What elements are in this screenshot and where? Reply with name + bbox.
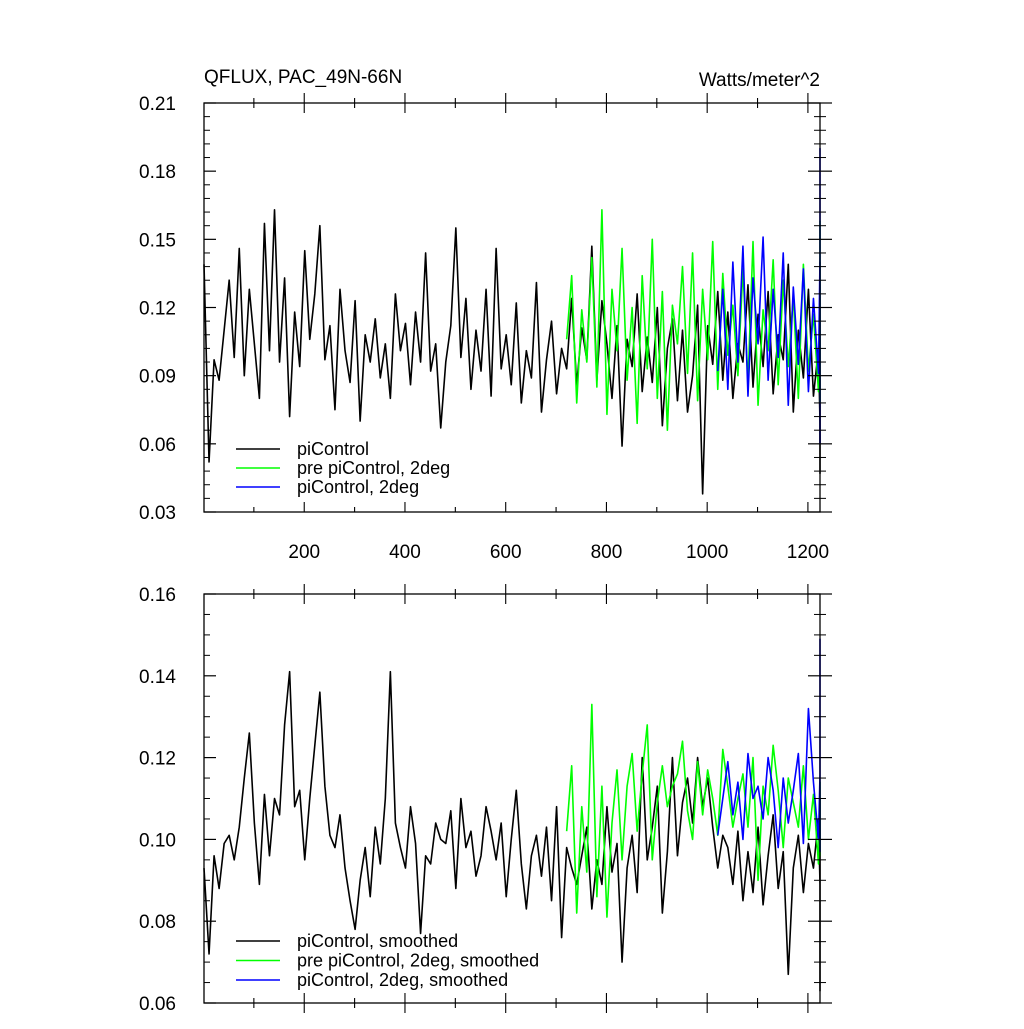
y-tick-label: 0.14 <box>139 667 176 688</box>
y-tick-label: 0.06 <box>139 994 176 1015</box>
y-tick-label: 0.09 <box>139 367 176 388</box>
series-line-pre-picontrol-2deg <box>565 208 821 432</box>
y-tick-label: 0.03 <box>139 503 176 524</box>
x-tick-label: 200 <box>288 542 320 563</box>
y-tick-label: 0.21 <box>139 94 176 115</box>
y-tick-label: 0.16 <box>139 585 176 606</box>
bottom-panel: 0.06 0.08 0.10 0.12 0.14 0.16 piControl, smoo… <box>139 584 832 1015</box>
x-tick-label: 400 <box>389 542 421 563</box>
legend-label-picontrol-2deg: piControl, 2deg <box>297 477 419 497</box>
top-plot-area: 0.03 0.06 0.09 0.12 0.15 0.18 0.21 200 400 600 800… <box>139 93 832 563</box>
x-tick-label: 1200 <box>787 542 829 563</box>
x-tick-label: 800 <box>591 542 623 563</box>
units-label: Watts/meter^2 <box>699 70 820 91</box>
legend-label-picontrol: piControl <box>297 439 369 459</box>
top-panel: QFLUX, PAC_49N-66N Watts/meter^2 0.030.0… <box>139 67 832 563</box>
y-tick-label: 0.08 <box>139 912 176 933</box>
x-tick-label: 600 <box>490 542 522 563</box>
legend-label-pre-picontrol-2deg: pre piControl, 2deg <box>297 458 450 478</box>
series-line-picontrol-2deg-smoothed <box>716 638 821 853</box>
y-tick-label: 0.15 <box>139 230 176 251</box>
y-tick-label: 0.12 <box>139 299 176 320</box>
bottom-plot-area: 0.06 0.08 0.10 0.12 0.14 0.16 <box>139 584 832 1015</box>
chart-title: QFLUX, PAC_49N-66N <box>204 67 402 88</box>
y-tick-label: 0.18 <box>139 162 176 183</box>
legend-label-picontrol-2deg-smoothed: piControl, 2deg, smoothed <box>297 970 508 990</box>
y-tick-label: 0.12 <box>139 749 176 770</box>
y-tick-label: 0.06 <box>139 435 176 456</box>
legend-label-picontrol-smoothed: piControl, smoothed <box>297 931 458 951</box>
x-tick-label: 1000 <box>686 542 728 563</box>
y-tick-label: 0.10 <box>139 830 176 851</box>
legend-label-pre-picontrol-2deg-smoothed: pre piControl, 2deg, smoothed <box>297 951 539 971</box>
